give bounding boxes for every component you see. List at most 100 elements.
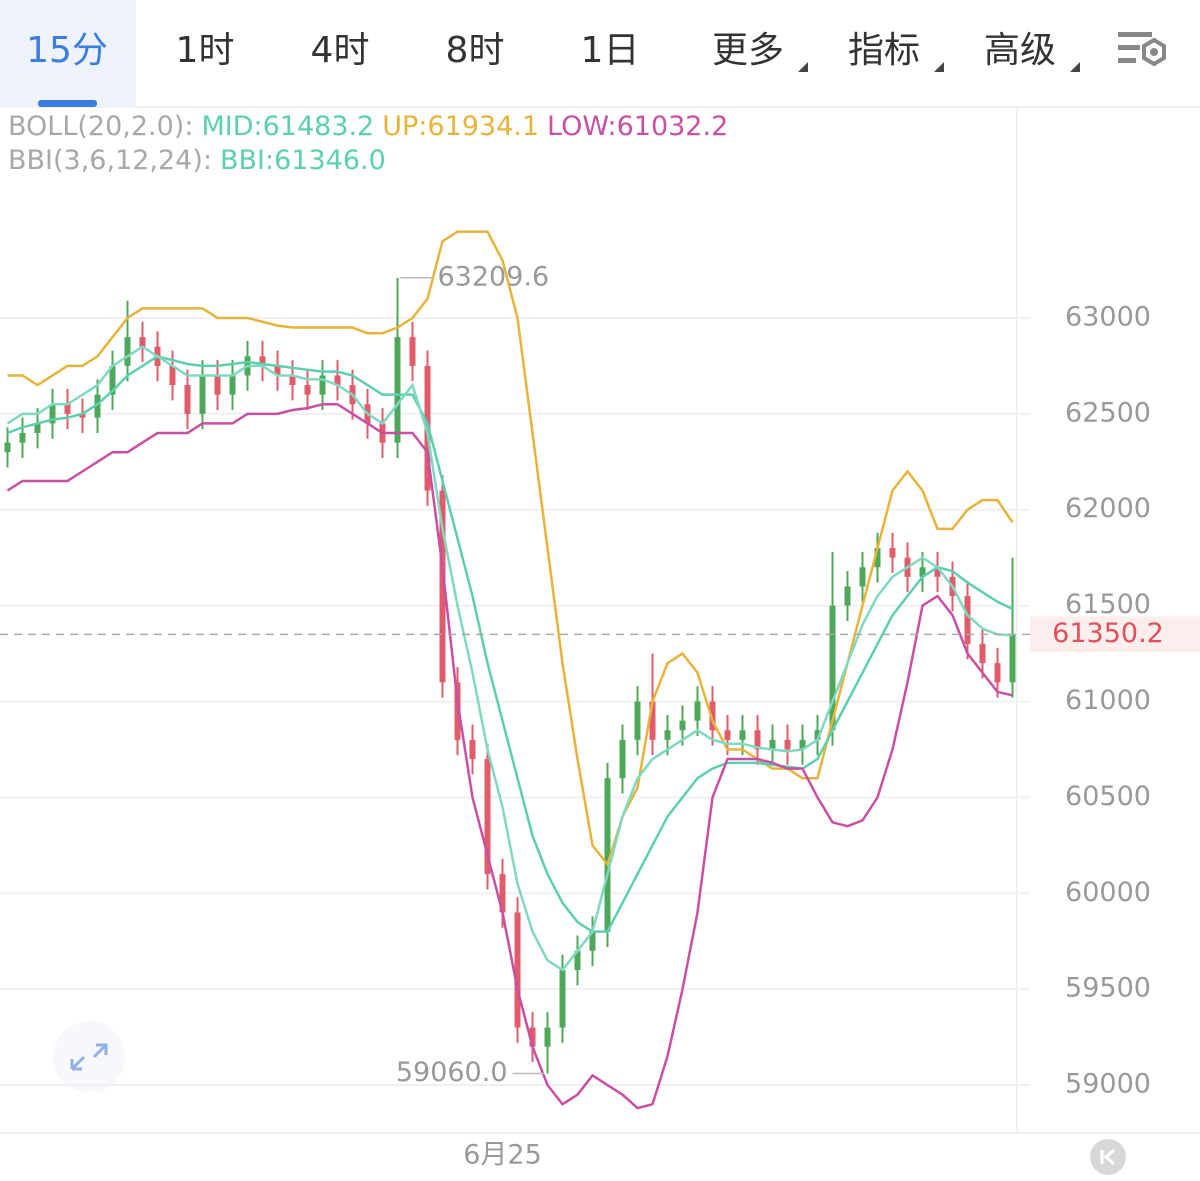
tab-active-bg xyxy=(0,0,136,107)
candle-body xyxy=(124,337,131,366)
tab-label: 1时 xyxy=(176,30,235,71)
y-tick-label: 62500 xyxy=(1065,397,1151,428)
candle-body xyxy=(709,701,716,731)
candle-body xyxy=(559,969,566,1028)
expand-bg xyxy=(53,1021,125,1093)
legend-item: BBI(3,6,12,24): xyxy=(8,145,212,176)
y-tick-label: 59000 xyxy=(1065,1069,1151,1100)
candle-body xyxy=(319,375,326,395)
candle-body xyxy=(484,759,491,875)
candle-body xyxy=(34,423,41,434)
legend-item: BBI:61346.0 xyxy=(220,145,386,176)
candle-body xyxy=(1009,634,1016,683)
tab[interactable]: 指标 xyxy=(848,30,944,72)
tab-indicator xyxy=(38,100,97,107)
y-tick-label: 61500 xyxy=(1065,589,1151,620)
tab-label: 8时 xyxy=(446,30,505,71)
candle-body xyxy=(634,701,641,740)
last-price-box xyxy=(1030,616,1200,653)
candle-body xyxy=(19,433,26,443)
candle-body xyxy=(589,931,596,951)
tab[interactable]: 1日 xyxy=(581,30,640,71)
tab[interactable]: 15分 xyxy=(0,0,136,107)
dropdown-arrow xyxy=(1070,62,1080,72)
tab-label: 高级 xyxy=(984,30,1056,71)
icon-bar xyxy=(1118,32,1152,37)
candle-body xyxy=(409,337,416,366)
candle-body xyxy=(694,701,701,721)
candle-body xyxy=(664,730,671,740)
candle-body xyxy=(964,596,971,644)
candle-body xyxy=(574,950,581,970)
candle-body xyxy=(859,567,866,587)
y-tick-label: 63000 xyxy=(1065,301,1151,332)
candle-body xyxy=(544,1027,551,1047)
legend-item: BOLL(20,2.0): xyxy=(8,111,193,142)
candle-body xyxy=(394,337,401,443)
indicator-line xyxy=(6,345,1013,972)
candle-body xyxy=(514,912,521,1028)
candle-body xyxy=(739,730,746,740)
candle-body xyxy=(604,778,611,932)
candle-body xyxy=(769,739,776,750)
candle-body xyxy=(799,739,806,750)
tab[interactable]: 1时 xyxy=(176,30,235,71)
candle-body xyxy=(919,567,926,577)
annotation-label: 59060.0 xyxy=(396,1057,508,1088)
icon-bar xyxy=(1118,45,1140,50)
candle-body xyxy=(49,404,56,424)
candle-body xyxy=(874,548,881,568)
dropdown-arrow xyxy=(934,62,944,72)
tab-label: 15分 xyxy=(26,30,108,71)
indicator-legend: BOLL(20,2.0): MID:61483.2 UP:61934.1 LOW:61… xyxy=(8,111,728,142)
icon-dot xyxy=(1150,48,1158,56)
indicator-legend: BBI(3,6,12,24): BBI:61346.0 xyxy=(8,145,386,176)
candle-body xyxy=(679,720,686,731)
candle-body xyxy=(529,1027,536,1047)
candle-body xyxy=(214,375,221,395)
y-tick-label: 59500 xyxy=(1065,973,1151,1004)
tab-label: 4时 xyxy=(311,30,370,71)
y-tick-label: 60500 xyxy=(1065,781,1151,812)
candle-body xyxy=(889,548,896,558)
annotation-label: 63209.6 xyxy=(438,261,550,292)
y-tick-label: 62000 xyxy=(1065,493,1151,524)
candle-body xyxy=(454,682,461,740)
dropdown-arrow xyxy=(798,62,808,72)
indicator-line xyxy=(6,403,1013,1110)
x-tick-label: 6月25 xyxy=(463,1140,542,1171)
icon-bar xyxy=(1118,58,1136,63)
scroll-end-icon xyxy=(1100,1148,1115,1166)
tab[interactable]: 更多 xyxy=(712,30,808,72)
settings-icon[interactable] xyxy=(1118,32,1166,67)
candle-body xyxy=(199,375,206,414)
candle-body xyxy=(724,730,731,740)
tab-label: 1日 xyxy=(581,30,640,71)
scroll-end-button[interactable] xyxy=(1090,1139,1126,1175)
legend-item: LOW:61032.2 xyxy=(547,111,728,142)
candle-body xyxy=(934,567,941,577)
candle-body xyxy=(439,490,446,683)
candle-body xyxy=(469,739,476,760)
tab[interactable]: 4时 xyxy=(311,30,370,71)
candle-body xyxy=(259,356,266,366)
candle-body xyxy=(619,739,626,779)
candle-body xyxy=(499,874,506,913)
icon-hex xyxy=(1142,37,1166,67)
candle-body xyxy=(829,605,836,731)
tab[interactable]: 高级 xyxy=(984,30,1080,72)
candle-body xyxy=(184,385,191,414)
expand-button[interactable] xyxy=(53,1021,125,1093)
tab[interactable]: 8时 xyxy=(446,30,505,71)
candle-body xyxy=(649,701,656,740)
candle-body xyxy=(4,442,11,453)
candle-body xyxy=(289,375,296,386)
candle-body xyxy=(79,413,86,418)
legend-item: MID:61483.2 xyxy=(201,111,374,142)
candle-body xyxy=(304,385,311,395)
candle-body xyxy=(169,365,176,386)
candle-body xyxy=(229,375,236,395)
candle-body xyxy=(844,586,851,606)
candle-body xyxy=(274,365,281,376)
